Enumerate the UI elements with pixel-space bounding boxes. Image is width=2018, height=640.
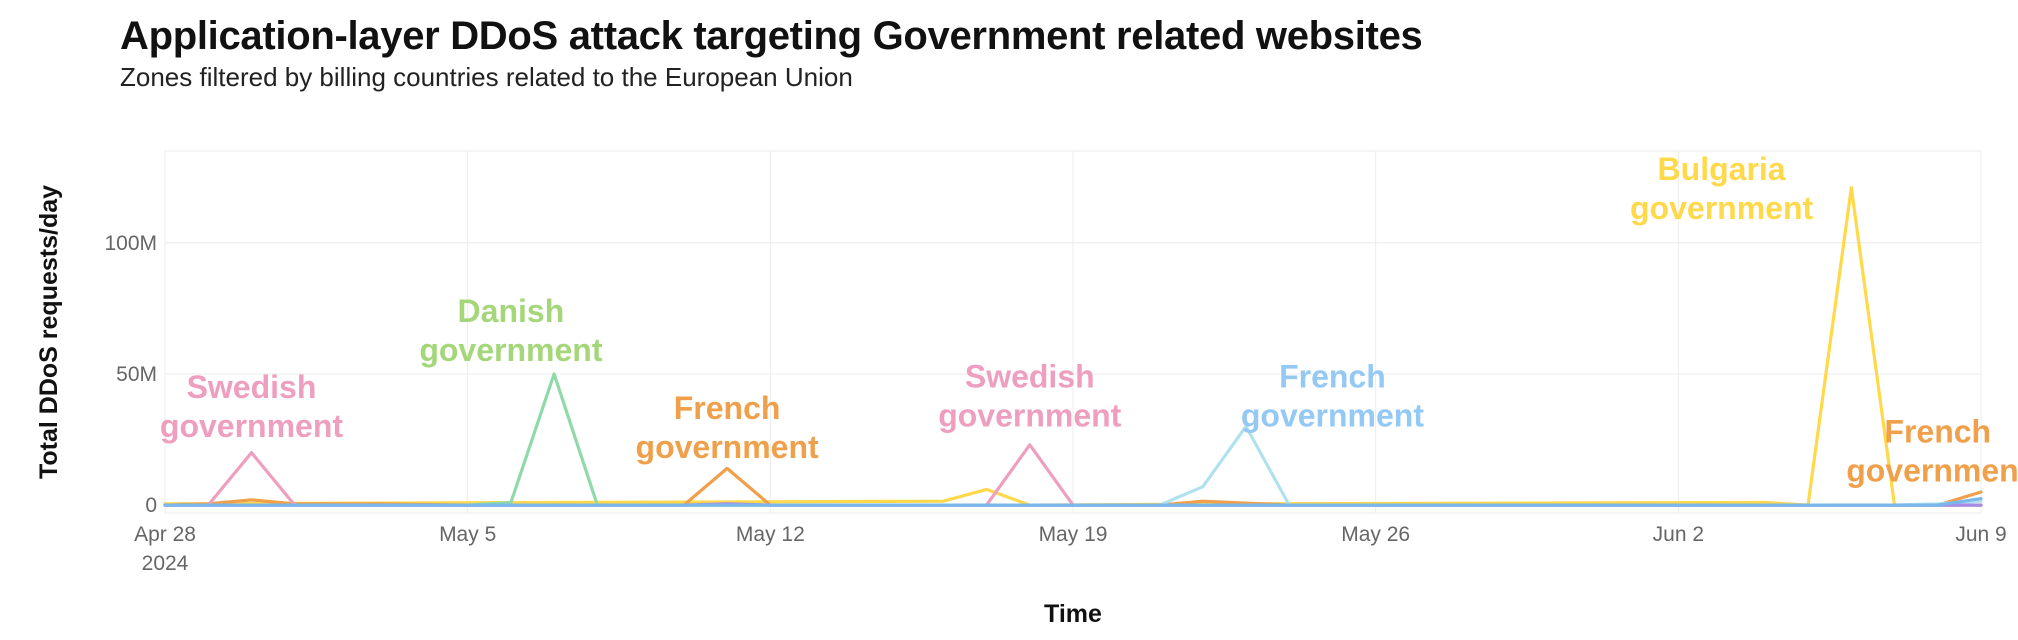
x-tick-label: May 5 [439,523,496,546]
series-line-6 [163,497,1983,507]
series-line-0 [163,186,1983,507]
annotation-label: French government [1241,358,1424,433]
x-tick-label: Jun 9 [1955,523,2006,546]
x-axis-title: Time [1044,600,1102,628]
y-tick-label: 100M [104,232,157,255]
x-tick-label: Apr 28 [134,523,196,546]
x-tick-label: May 26 [1341,523,1410,546]
annotation-label: Danish government [419,293,602,368]
annotation-label: Swedish government [160,369,343,444]
x-tick-label: May 12 [736,523,805,546]
x-tick-sublabel: 2024 [142,552,189,575]
annotation-label: French government [1846,414,2018,489]
x-tick-label: Jun 2 [1653,523,1704,546]
chart-title: Application-layer DDoS attack targeting … [120,14,1423,58]
x-tick-label: May 19 [1039,523,1108,546]
annotation-label: Swedish government [938,358,1121,433]
annotation-label: Bulgaria government [1630,151,1813,226]
y-axis-title: Total DDoS requests/day [35,185,63,479]
annotation-layer: Swedish government Danish government French g… [160,151,2018,488]
tick-layer: Apr 28 2024 May 5 May 12 May 19 May 26 Jun 2 Ju… [104,232,2006,575]
y-tick-label: 50M [116,363,157,386]
y-tick-label: 0 [145,494,157,517]
chart-subtitle: Zones filtered by billing countries rela… [120,62,853,92]
series-layer [163,186,1983,507]
annotation-label: French government [636,390,819,465]
